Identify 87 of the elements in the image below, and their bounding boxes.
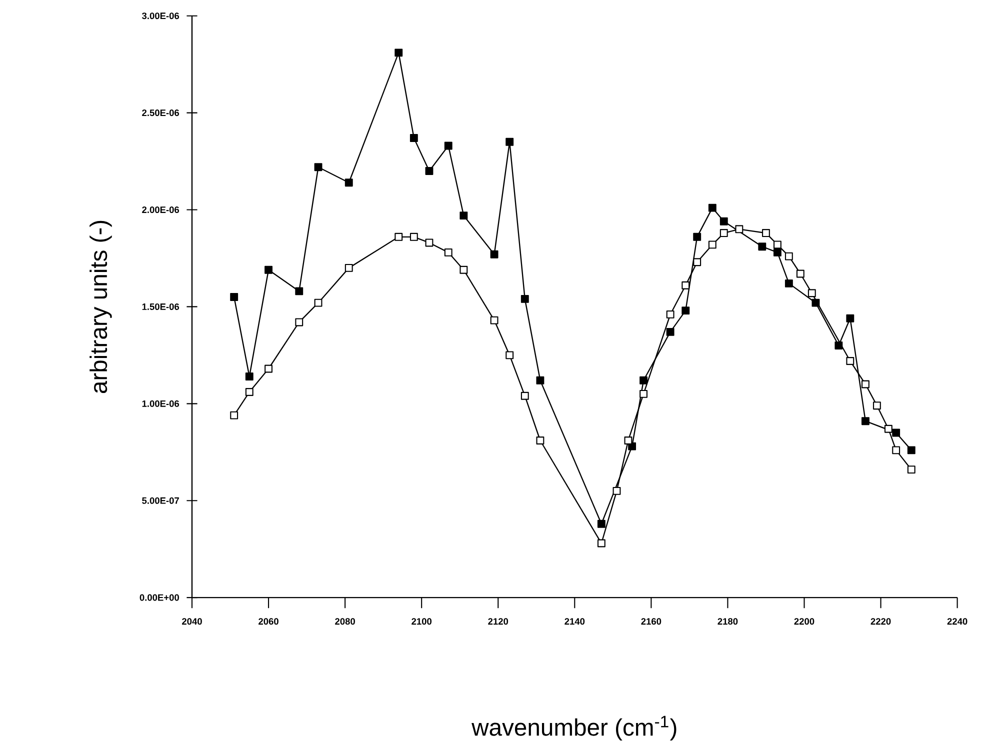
point (425, 238, 434, 246)
point (720, 217, 728, 226)
point (295, 318, 304, 326)
point (230, 411, 238, 420)
point (846, 314, 854, 322)
point (314, 298, 322, 307)
point (762, 228, 770, 237)
x-tick-label: 2060 (258, 618, 278, 624)
point (758, 242, 766, 250)
point (612, 486, 621, 495)
point (295, 287, 304, 295)
point (536, 376, 544, 384)
point (460, 266, 468, 274)
point (861, 416, 870, 425)
point (640, 376, 648, 384)
point (410, 134, 418, 142)
point (784, 279, 793, 288)
point (624, 436, 632, 444)
y-axis-title: arbitrary units (-) (90, 220, 112, 393)
point (314, 162, 322, 171)
point (693, 258, 702, 266)
point (506, 351, 514, 359)
point (666, 328, 674, 336)
point (394, 232, 403, 241)
point (708, 204, 716, 212)
point (520, 294, 529, 303)
point (735, 224, 744, 233)
point (812, 298, 820, 307)
x-tick-label: 2140 (564, 618, 585, 624)
x-tick-label: 2120 (488, 618, 508, 624)
point (682, 281, 690, 290)
point (861, 380, 870, 388)
point (834, 341, 843, 350)
point (892, 446, 900, 454)
point (666, 310, 674, 318)
point (264, 364, 272, 373)
point (444, 142, 452, 150)
x-tick-label: 2240 (947, 618, 968, 624)
x-tick-label: 2100 (412, 618, 432, 624)
point (425, 166, 434, 175)
y-tick-label: 5.00E-07 (142, 497, 179, 504)
y-tick-label: 2.00E-06 (142, 206, 180, 213)
point (846, 356, 854, 365)
point (808, 288, 816, 297)
point (907, 446, 916, 454)
point (520, 392, 529, 400)
x-tick-label: 2160 (641, 618, 662, 624)
point (872, 401, 881, 410)
point (506, 138, 514, 146)
point (460, 211, 468, 220)
point (597, 539, 606, 548)
point (796, 270, 804, 278)
y-tick-label: 1.50E-06 (142, 303, 180, 310)
point (490, 316, 498, 324)
point (394, 48, 403, 56)
point (490, 250, 498, 258)
x-tick-label: 2180 (718, 618, 738, 624)
y-tick-label: 0.00E+00 (140, 594, 179, 601)
point (230, 292, 238, 301)
point (907, 465, 916, 474)
x-tick-label: 2200 (794, 618, 814, 624)
point (884, 424, 892, 433)
point (720, 228, 728, 237)
point (597, 520, 606, 528)
point (245, 388, 254, 396)
point (892, 428, 900, 437)
point (444, 248, 452, 256)
point (410, 232, 418, 241)
x-tick-label: 2040 (182, 618, 202, 624)
y-tick-label: 2.50E-06 (142, 109, 180, 116)
point (773, 240, 782, 248)
point (693, 232, 702, 241)
point (682, 306, 690, 314)
point (344, 178, 353, 186)
x-tick-label: 2080 (335, 618, 355, 624)
y-tick-label: 1.00E-06 (142, 400, 180, 407)
point (784, 252, 793, 260)
point (708, 240, 716, 248)
point (264, 266, 272, 274)
x-axis-title: wavenumber (cm$^{-1}$) (472, 716, 676, 740)
point (245, 372, 254, 380)
point (344, 264, 353, 272)
point (536, 436, 544, 444)
point (640, 390, 648, 398)
point (773, 248, 782, 256)
x-tick-label: 2220 (870, 618, 891, 624)
y-tick-label: 3.00E-06 (142, 12, 180, 19)
